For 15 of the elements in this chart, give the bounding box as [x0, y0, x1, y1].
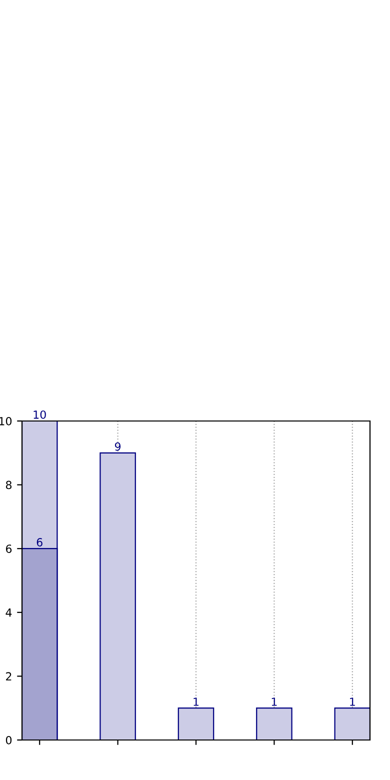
bar	[256, 708, 292, 740]
y-tick-label: 4	[6, 608, 12, 617]
y-tick-label: 6	[6, 544, 12, 553]
data-label: 1	[194, 698, 199, 706]
data-label: 6	[36, 538, 42, 546]
y-tick-label: 0	[6, 736, 12, 744]
y-tick-label: 8	[6, 480, 12, 490]
data-label: 9	[114, 442, 121, 451]
data-label: 1	[350, 698, 355, 706]
data-label: 1	[272, 698, 277, 706]
bar	[178, 708, 214, 740]
bar	[334, 708, 370, 740]
y-tick-label: 2	[6, 672, 12, 680]
data-label: 10	[34, 410, 46, 419]
bar	[100, 452, 136, 740]
